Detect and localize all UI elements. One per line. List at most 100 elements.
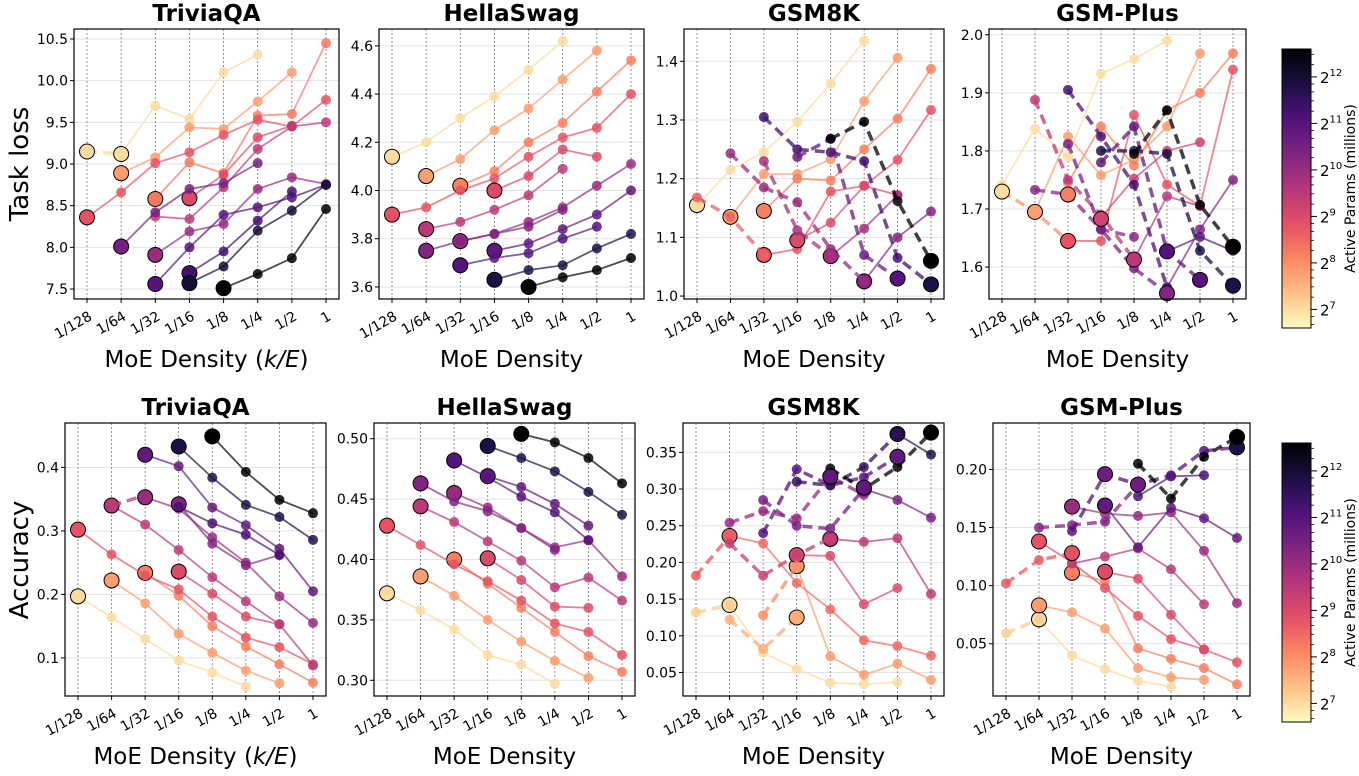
data-point: [892, 195, 903, 206]
y-tick-label: 4.4: [351, 87, 373, 103]
data-point: [252, 114, 263, 125]
colorbar-tick-base: 2: [1320, 115, 1330, 133]
series-line: [453, 492, 623, 578]
data-point: [859, 249, 870, 260]
data-point: [1166, 609, 1176, 620]
data-point: [1225, 277, 1241, 294]
data-point: [150, 207, 161, 218]
x-tick-label: 1/64: [703, 309, 738, 339]
data-point: [489, 228, 500, 239]
data-point: [892, 658, 903, 669]
data-point: [583, 672, 594, 683]
x-tick-label: 1/4: [1147, 309, 1175, 334]
colorbar-tick-exponent: 11: [1330, 114, 1343, 125]
series-line: [1001, 39, 1168, 186]
data-point: [1001, 628, 1011, 639]
x-tick-label: 1/128: [43, 706, 86, 740]
data-point: [452, 257, 469, 274]
series-line: [144, 453, 314, 592]
data-point: [549, 655, 560, 666]
series-line: [111, 493, 146, 508]
data-point: [725, 211, 736, 222]
data-point: [516, 595, 527, 606]
colorbar-tick-label: 29: [1320, 601, 1336, 620]
data-point: [240, 529, 251, 540]
x-tick-label: 1/16: [1074, 309, 1109, 339]
data-point: [418, 221, 435, 238]
data-point: [449, 517, 460, 528]
data-point: [549, 507, 560, 518]
x-tick-label: 1/128: [52, 309, 95, 343]
data-point: [240, 681, 251, 692]
data-point: [308, 617, 318, 628]
data-point: [892, 52, 903, 63]
series-line: [1033, 99, 1136, 261]
x-tick-label: 1/32: [737, 309, 772, 339]
colorbar: [1281, 48, 1312, 329]
data-point: [207, 588, 218, 599]
y-tick-label: 0.35: [646, 445, 677, 461]
data-point: [892, 429, 903, 440]
data-point: [516, 555, 527, 566]
data-point: [1129, 109, 1139, 120]
data-point: [1064, 545, 1080, 562]
data-point: [591, 122, 602, 133]
axes-frame: [73, 28, 340, 300]
data-point: [923, 276, 939, 293]
data-point: [724, 614, 735, 625]
data-point: [758, 528, 769, 539]
series-line: [762, 160, 832, 258]
data-point: [1067, 558, 1077, 569]
x-tick-label: 1/8: [502, 706, 530, 731]
data-point: [725, 148, 736, 159]
data-point: [140, 633, 151, 644]
subplot-title: GSM8K: [767, 395, 860, 421]
x-tick-label: 1/4: [226, 706, 254, 731]
data-point: [150, 158, 161, 169]
subplot-title: HellaSwag: [437, 395, 573, 421]
data-point: [1030, 184, 1040, 195]
y-tick-label: 0.40: [337, 553, 368, 569]
data-point: [557, 74, 568, 85]
data-point: [926, 449, 936, 460]
data-point: [1129, 231, 1139, 242]
data-point: [1195, 245, 1205, 256]
data-point: [859, 180, 870, 191]
data-point: [173, 628, 184, 639]
data-point: [855, 479, 872, 496]
series-line: [1104, 570, 1205, 651]
data-point: [1162, 179, 1172, 190]
data-point: [758, 156, 769, 167]
series-line: [1038, 604, 1205, 681]
data-point: [859, 144, 870, 155]
data-point: [321, 38, 331, 49]
data-point: [1166, 653, 1176, 664]
data-point: [859, 276, 870, 287]
data-point: [384, 206, 400, 223]
data-point: [415, 605, 426, 616]
x-tick-label: 1/2: [569, 706, 597, 731]
data-point: [892, 495, 903, 506]
data-point: [449, 559, 460, 570]
series-line: [155, 121, 327, 220]
data-point: [308, 534, 318, 545]
data-point: [1195, 87, 1205, 98]
colorbar-tick-base: 2: [1320, 509, 1330, 527]
y-tick-label: 0.2: [37, 587, 59, 603]
series-line: [696, 40, 865, 206]
data-point: [252, 215, 263, 226]
data-point: [1126, 251, 1142, 268]
series-line: [1136, 435, 1238, 502]
data-point: [859, 96, 870, 107]
data-point: [137, 446, 154, 463]
data-point: [892, 677, 903, 688]
x-axis-label-italic: k/E: [253, 744, 289, 770]
data-point: [724, 600, 735, 610]
data-point: [926, 206, 936, 217]
data-point: [184, 214, 195, 224]
data-point: [825, 244, 836, 255]
data-point: [170, 438, 187, 455]
data-point: [1199, 545, 1209, 556]
